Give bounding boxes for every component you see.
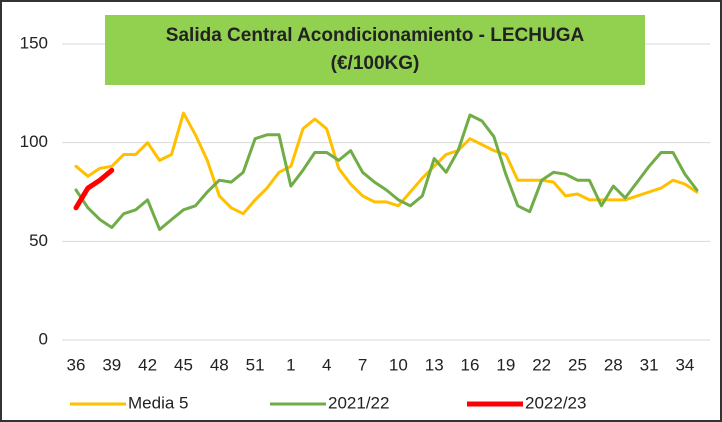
x-tick-label: 45 [174, 355, 193, 374]
x-tick-label: 42 [138, 355, 157, 374]
legend-label: 2022/23 [525, 393, 586, 412]
chart-title: (€/100KG) [331, 53, 420, 74]
x-tick-label: 10 [389, 355, 408, 374]
y-tick-label: 100 [20, 132, 48, 151]
x-tick-label: 28 [604, 355, 623, 374]
series-line [73, 167, 115, 211]
x-tick-label: 31 [640, 355, 659, 374]
x-tick-label: 13 [425, 355, 444, 374]
x-tick-label: 25 [568, 355, 587, 374]
y-tick-label: 50 [29, 231, 48, 250]
chart-title: Salida Central Acondicionamiento - LECHU… [166, 25, 585, 46]
legend-label: Media 5 [128, 393, 188, 412]
series-line [74, 111, 699, 216]
x-tick-label: 19 [496, 355, 515, 374]
x-tick-label: 34 [675, 355, 694, 374]
x-tick-label: 36 [67, 355, 86, 374]
y-tick-label: 150 [20, 33, 48, 52]
series-line [74, 113, 699, 231]
x-tick-label: 51 [246, 355, 265, 374]
title-box [105, 15, 645, 85]
x-tick-label: 16 [461, 355, 480, 374]
x-tick-label: 4 [322, 355, 331, 374]
x-tick-label: 22 [532, 355, 551, 374]
x-tick-label: 1 [286, 355, 295, 374]
x-tick-label: 7 [358, 355, 367, 374]
legend-label: 2021/22 [328, 393, 389, 412]
x-tick-label: 48 [210, 355, 229, 374]
x-tick-label: 39 [102, 355, 121, 374]
y-tick-label: 0 [39, 329, 48, 348]
